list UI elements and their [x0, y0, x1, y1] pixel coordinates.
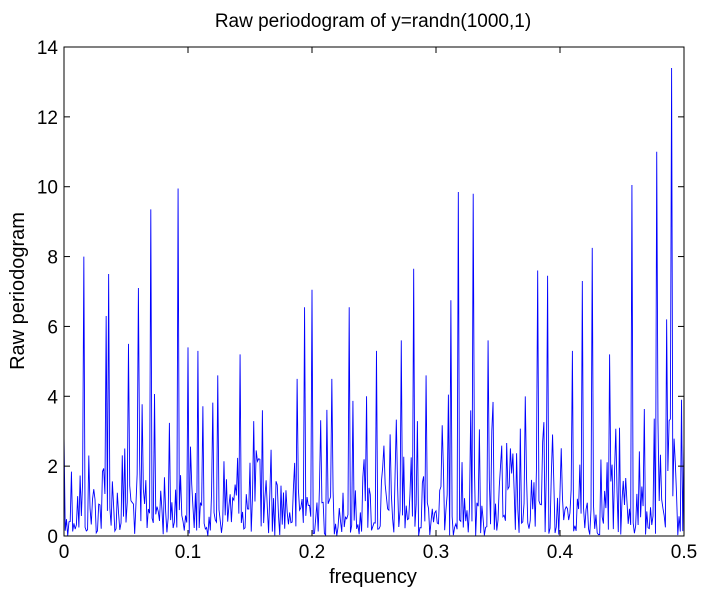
- y-tick-label: 2: [47, 457, 58, 478]
- y-tick-label: 4: [47, 387, 58, 408]
- y-tick-label: 10: [37, 178, 58, 199]
- y-tick-label: 8: [47, 248, 58, 269]
- y-axis-label: Raw periodogram: [7, 212, 29, 370]
- chart-title: Raw periodogram of y=randn(1000,1): [215, 11, 531, 32]
- periodogram-line: [63, 67, 685, 537]
- y-tick-label: 14: [37, 38, 59, 59]
- x-tick-label: 0.3: [423, 542, 449, 563]
- y-tick-label: 0: [47, 527, 58, 548]
- x-axis-label: frequency: [329, 566, 417, 588]
- x-tick-label: 0.5: [671, 542, 697, 563]
- series-layer: [63, 67, 685, 537]
- x-tick-label: 0.1: [175, 542, 201, 563]
- plot-frame: [63, 46, 685, 537]
- plot-area: [64, 47, 684, 536]
- y-tick-label: 6: [47, 317, 58, 338]
- x-tick-label: 0.4: [547, 542, 574, 563]
- ticks-layer: 0 0.1 0.2 0.3 0.4 0.5 0 2 4 6 8 10 12 14: [37, 38, 697, 563]
- y-tick-label: 12: [37, 108, 58, 129]
- x-tick-label: 0: [59, 542, 70, 563]
- x-tick-label: 0.2: [299, 542, 325, 563]
